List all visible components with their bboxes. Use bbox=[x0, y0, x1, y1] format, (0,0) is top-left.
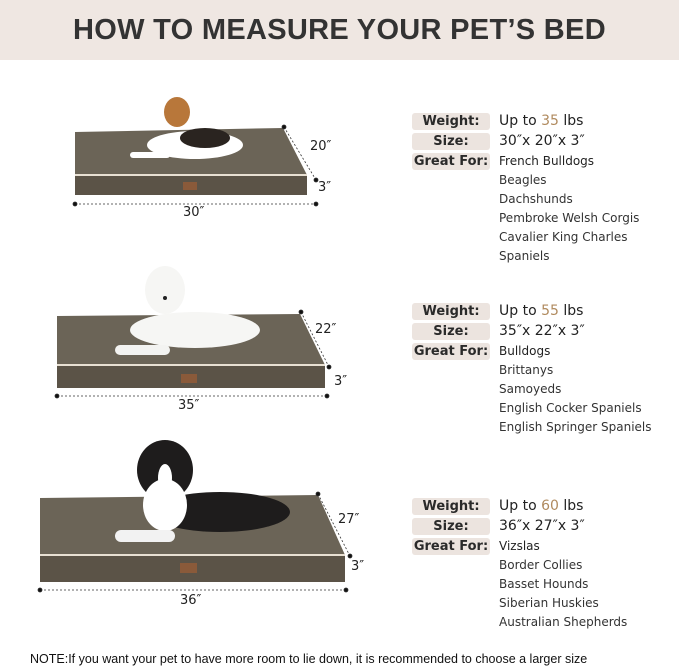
weight-value: Up to 60 lbs bbox=[499, 498, 583, 514]
dog-border-collie bbox=[115, 440, 290, 542]
weight-row: Weight: Up to 60 lbs bbox=[412, 496, 679, 516]
weight-value: Up to 35 lbs bbox=[499, 113, 583, 129]
dog-beagle bbox=[130, 97, 243, 159]
weight-prefix: Up to bbox=[499, 498, 542, 514]
bed-small bbox=[72, 97, 319, 207]
breed-item: French Bulldogs bbox=[499, 154, 595, 168]
bed-spec-small: Weight: Up to 35 lbs Size: 30″x 20″x 3″ Gr… bbox=[412, 111, 679, 263]
breed-list: Border Collies Basset Hounds Siberian Husk… bbox=[499, 556, 679, 632]
breed-item: Brittanys bbox=[499, 363, 554, 377]
size-value: 36″x 27″x 3″ bbox=[499, 518, 585, 534]
dog-samoyed bbox=[115, 266, 260, 355]
weight-number: 55 bbox=[541, 303, 559, 319]
breed-item: English Springer Spaniels bbox=[499, 420, 652, 434]
weight-unit: lbs bbox=[558, 113, 584, 129]
dim-length-medium: 35″ bbox=[178, 398, 200, 413]
size-value: 30″x 20″x 3″ bbox=[499, 133, 585, 149]
bed-spec-medium: Weight: Up to 55 lbs Size: 35″x 22″x 3″ Gr… bbox=[412, 301, 679, 437]
weight-number: 35 bbox=[541, 113, 559, 129]
size-label: Size: bbox=[412, 517, 490, 535]
dim-height-medium: 3″ bbox=[334, 374, 348, 389]
weight-label: Weight: bbox=[412, 112, 490, 130]
header-banner: HOW TO MEASURE YOUR PET’S BED bbox=[0, 0, 679, 60]
size-row: Size: 36″x 27″x 3″ bbox=[412, 516, 679, 536]
dim-length-large: 36″ bbox=[180, 593, 202, 608]
breed-item: Cavalier King Charles Spaniels bbox=[499, 230, 628, 263]
breed-item: Dachshunds bbox=[499, 192, 573, 206]
breed-item: Border Collies bbox=[499, 558, 583, 572]
dim-height-small: 3″ bbox=[318, 180, 332, 195]
bed-large bbox=[37, 440, 353, 593]
size-row: Size: 35″x 22″x 3″ bbox=[412, 321, 679, 341]
dim-width-medium: 22″ bbox=[315, 322, 337, 337]
breed-list: Beagles Dachshunds Pembroke Welsh Corgis Ca… bbox=[499, 171, 679, 263]
weight-row: Weight: Up to 35 lbs bbox=[412, 111, 679, 131]
weight-label: Weight: bbox=[412, 302, 490, 320]
bed-medium bbox=[54, 266, 332, 399]
dim-length-small: 30″ bbox=[183, 205, 205, 220]
breed-item: Beagles bbox=[499, 173, 547, 187]
weight-row: Weight: Up to 55 lbs bbox=[412, 301, 679, 321]
weight-number: 60 bbox=[541, 498, 559, 514]
size-row: Size: 30″x 20″x 3″ bbox=[412, 131, 679, 151]
page-title: HOW TO MEASURE YOUR PET’S BED bbox=[73, 13, 606, 46]
size-label: Size: bbox=[412, 132, 490, 150]
breed-item: Pembroke Welsh Corgis bbox=[499, 211, 640, 225]
breed-item: Siberian Huskies bbox=[499, 596, 599, 610]
great-for-row: Great For: Bulldogs bbox=[412, 341, 679, 361]
breed-item: Samoyeds bbox=[499, 382, 562, 396]
breed-item: Basset Hounds bbox=[499, 577, 589, 591]
size-value: 35″x 22″x 3″ bbox=[499, 323, 585, 339]
breed-item: Australian Shepherds bbox=[499, 615, 628, 629]
breed-item: Bulldogs bbox=[499, 344, 551, 358]
dim-width-small: 20″ bbox=[310, 139, 332, 154]
weight-prefix: Up to bbox=[499, 113, 542, 129]
dim-height-large: 3″ bbox=[351, 559, 365, 574]
weight-prefix: Up to bbox=[499, 303, 542, 319]
great-for-row: Great For: Vizslas bbox=[412, 536, 679, 556]
weight-value: Up to 55 lbs bbox=[499, 303, 583, 319]
weight-unit: lbs bbox=[558, 498, 584, 514]
bed-spec-large: Weight: Up to 60 lbs Size: 36″x 27″x 3″ Gr… bbox=[412, 496, 679, 632]
note-text: NOTE:If you want your pet to have more r… bbox=[30, 652, 588, 666]
weight-unit: lbs bbox=[558, 303, 584, 319]
breed-item: English Cocker Spaniels bbox=[499, 401, 642, 415]
great-for-row: Great For: French Bulldogs bbox=[412, 151, 679, 171]
great-for-label: Great For: bbox=[412, 152, 490, 170]
dim-width-large: 27″ bbox=[338, 512, 360, 527]
breed-list: Brittanys Samoyeds English Cocker Spaniels… bbox=[499, 361, 679, 437]
weight-label: Weight: bbox=[412, 497, 490, 515]
great-for-label: Great For: bbox=[412, 537, 490, 555]
breed-item: Vizslas bbox=[499, 539, 540, 553]
great-for-label: Great For: bbox=[412, 342, 490, 360]
size-label: Size: bbox=[412, 322, 490, 340]
